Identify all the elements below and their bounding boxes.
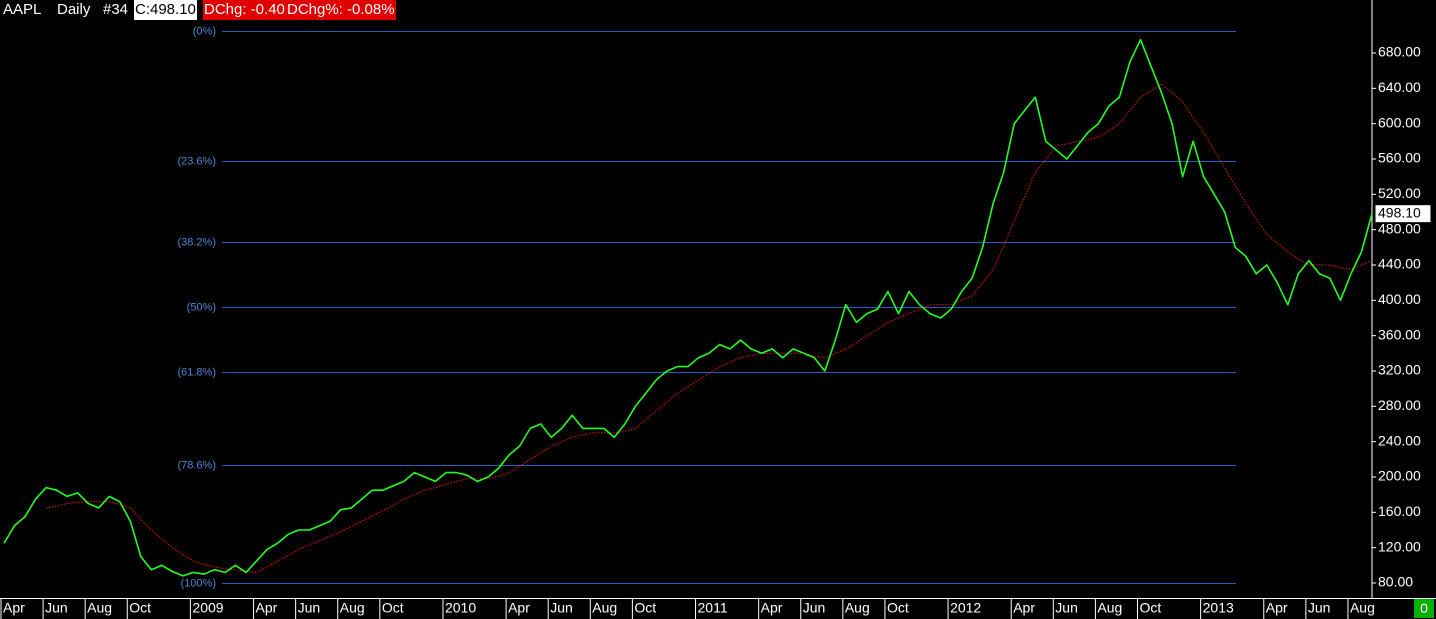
fib-label: (100%) [181,577,216,589]
y-tick-label: 280.00 [1378,397,1421,413]
fib-label: (38.2%) [177,236,216,248]
chart-number: #34 [103,1,129,18]
x-tick-label: Apr [761,600,783,616]
y-tick-label: 680.00 [1378,44,1421,60]
x-tick-label: 2009 [192,600,223,616]
y-tick-label: 520.00 [1378,185,1421,201]
x-tick-label: Oct [887,600,909,616]
x-tick-label: Apr [1266,600,1288,616]
x-tick-label: Jun [298,600,321,616]
x-tick-label: Apr [508,600,530,616]
x-tick-label: Jun [803,600,826,616]
x-tick-label: Apr [3,600,25,616]
y-tick-label: 80.00 [1378,574,1413,590]
y-tick-label: 560.00 [1378,150,1421,166]
fib-label: (61.8%) [177,366,216,378]
close-price: C:498.10 [134,0,197,20]
y-tick-label: 200.00 [1378,468,1421,484]
x-tick-label: Jun [550,600,573,616]
y-tick-label: 120.00 [1378,538,1421,554]
corner-indicator: 0 [1414,599,1434,618]
x-tick-label: Jun [45,600,68,616]
x-tick-label: Aug [340,600,365,616]
y-tick-label: 480.00 [1378,220,1421,236]
x-tick-label: Oct [129,600,151,616]
fib-label: (0%) [193,25,216,37]
x-tick-label: 2012 [950,600,981,616]
y-tick-label: 240.00 [1378,432,1421,448]
x-tick-label: Aug [1350,600,1375,616]
last-price-box [1374,204,1432,224]
x-tick-label: 2010 [445,600,476,616]
fib-label: (78.6%) [177,459,216,471]
x-tick-label: Oct [1139,600,1161,616]
x-tick-label: Jun [1308,600,1331,616]
y-tick-label: 320.00 [1378,362,1421,378]
y-tick-label: 360.00 [1378,326,1421,342]
y-tick-label: 160.00 [1378,503,1421,519]
x-tick-label: Aug [87,600,112,616]
interval: Daily [57,1,91,18]
x-tick-label: 2011 [698,600,728,616]
fib-label: (23.6%) [177,155,216,167]
y-tick-label: 440.00 [1378,256,1421,272]
x-tick-label: Aug [845,600,870,616]
x-tick-label: Aug [592,600,617,616]
x-tick-label: Apr [1013,600,1035,616]
fib-label: (50%) [187,301,216,313]
x-tick-label: Jun [1055,600,1078,616]
y-tick-label: 600.00 [1378,114,1421,130]
x-tick-label: Aug [1097,600,1122,616]
last-price-label: 498.10 [1378,204,1421,220]
moving-average-line [45,83,1373,573]
x-tick-label: Oct [634,600,656,616]
price-line [3,38,1373,577]
y-tick-label: 400.00 [1378,291,1421,307]
y-tick-label: 640.00 [1378,79,1421,95]
x-tick-label: 2013 [1203,600,1234,616]
x-tick-label: Oct [382,600,404,616]
x-tick-label: Apr [256,600,278,616]
symbol: AAPL [3,1,42,18]
day-change: DChg: -0.40 [203,0,286,20]
day-change-pct: DChg%: -0.08% [286,0,396,20]
